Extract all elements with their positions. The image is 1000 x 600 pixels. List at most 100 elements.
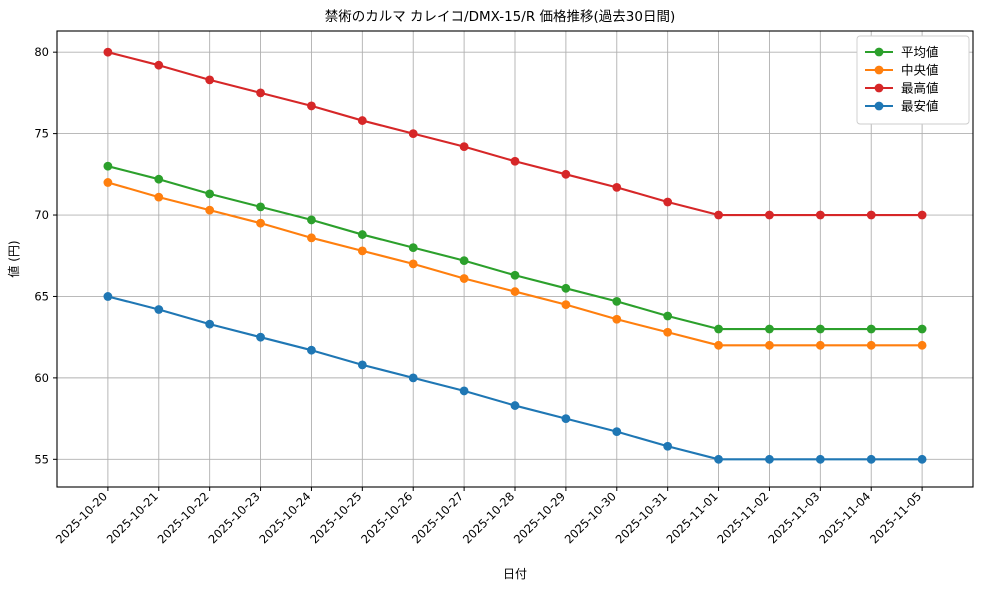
data-point-marker xyxy=(815,454,825,464)
legend-marker-icon xyxy=(874,47,884,57)
x-axis-label: 日付 xyxy=(503,567,527,581)
data-point-marker xyxy=(815,324,825,334)
series-2 xyxy=(103,178,927,350)
data-point-marker xyxy=(357,360,367,370)
data-point-marker xyxy=(765,340,774,350)
data-point-marker xyxy=(256,332,265,342)
data-point-marker xyxy=(561,414,571,423)
data-point-marker xyxy=(205,205,215,215)
data-point-marker xyxy=(357,246,367,256)
data-point-marker xyxy=(307,101,316,111)
data-point-marker xyxy=(408,373,418,383)
data-point-marker xyxy=(663,441,673,451)
data-point-marker xyxy=(205,75,215,85)
legend-label: 最高値 xyxy=(901,81,939,96)
data-point-marker xyxy=(154,192,164,202)
data-series-layer xyxy=(103,47,927,464)
data-point-marker xyxy=(714,210,723,220)
data-point-marker xyxy=(663,327,673,337)
data-point-marker xyxy=(459,256,469,266)
data-point-marker xyxy=(612,296,622,306)
legend-label: 平均値 xyxy=(901,45,939,60)
legend-label: 最安値 xyxy=(901,99,939,114)
data-point-marker xyxy=(765,454,774,464)
data-point-marker xyxy=(103,161,113,171)
series-3 xyxy=(103,47,927,220)
gridlines xyxy=(57,31,973,487)
y-tick-label: 75 xyxy=(34,127,49,141)
data-point-marker xyxy=(917,340,927,350)
data-point-marker xyxy=(103,178,113,187)
legend-label: 中央値 xyxy=(901,63,939,78)
data-point-marker xyxy=(510,156,520,166)
y-axis-ticks: 55 60 65 70 75 80 xyxy=(34,45,57,466)
data-point-marker xyxy=(459,386,469,396)
y-tick-label: 70 xyxy=(34,208,49,222)
data-point-marker xyxy=(103,47,113,57)
data-point-marker xyxy=(815,210,825,220)
legend-item-3[interactable]: 最高値 xyxy=(865,81,939,96)
data-point-marker xyxy=(154,305,164,314)
data-point-marker xyxy=(510,287,520,296)
chart-title: 禁術のカルマ カレイコ/DMX-15/R 価格推移(過去30日間) xyxy=(325,9,675,25)
data-point-marker xyxy=(256,202,265,212)
data-point-marker xyxy=(459,142,469,152)
data-point-marker xyxy=(103,292,113,301)
data-point-marker xyxy=(917,324,927,334)
data-point-marker xyxy=(815,340,825,350)
series-4 xyxy=(103,292,927,464)
data-point-marker xyxy=(663,311,673,321)
y-axis-label: 値 (円) xyxy=(6,240,21,277)
data-point-marker xyxy=(307,215,316,225)
data-point-marker xyxy=(205,189,215,199)
data-point-marker xyxy=(765,324,774,334)
data-point-marker xyxy=(663,197,673,207)
data-point-marker xyxy=(612,314,622,324)
data-point-marker xyxy=(917,210,927,220)
data-point-marker xyxy=(510,401,520,410)
data-point-marker xyxy=(612,182,622,192)
y-tick-label: 80 xyxy=(34,45,49,59)
data-point-marker xyxy=(205,319,215,329)
data-point-marker xyxy=(408,259,418,269)
data-point-marker xyxy=(612,427,622,437)
data-point-marker xyxy=(357,116,367,125)
legend-item-2[interactable]: 中央値 xyxy=(865,63,939,78)
data-point-marker xyxy=(459,274,469,283)
data-point-marker xyxy=(256,218,265,228)
data-point-marker xyxy=(866,454,876,464)
series-1 xyxy=(103,161,927,334)
data-point-marker xyxy=(154,174,164,184)
data-point-marker xyxy=(154,60,164,70)
data-point-marker xyxy=(408,243,418,253)
data-point-marker xyxy=(561,169,571,179)
data-point-marker xyxy=(307,345,316,355)
data-point-marker xyxy=(917,454,927,464)
data-point-marker xyxy=(765,210,774,220)
legend-item-4[interactable]: 最安値 xyxy=(865,99,939,114)
y-tick-label: 60 xyxy=(34,371,49,385)
plot-area-border xyxy=(56,30,974,488)
data-point-marker xyxy=(307,233,316,243)
y-tick-label: 65 xyxy=(34,289,49,303)
data-point-marker xyxy=(714,454,723,464)
legend-box xyxy=(856,35,970,125)
data-point-marker xyxy=(561,300,571,309)
data-point-marker xyxy=(510,270,520,280)
data-point-marker xyxy=(256,88,265,98)
data-point-marker xyxy=(866,324,876,334)
data-point-marker xyxy=(561,283,571,293)
legend-marker-icon xyxy=(874,83,884,93)
y-tick-label: 55 xyxy=(34,452,49,466)
legend-marker-icon xyxy=(874,65,884,75)
legend-item-1[interactable]: 平均値 xyxy=(865,45,939,60)
data-point-marker xyxy=(408,129,418,139)
data-point-marker xyxy=(714,324,723,334)
data-point-marker xyxy=(866,340,876,350)
legend-marker-icon xyxy=(874,101,884,111)
data-point-marker xyxy=(357,230,367,239)
